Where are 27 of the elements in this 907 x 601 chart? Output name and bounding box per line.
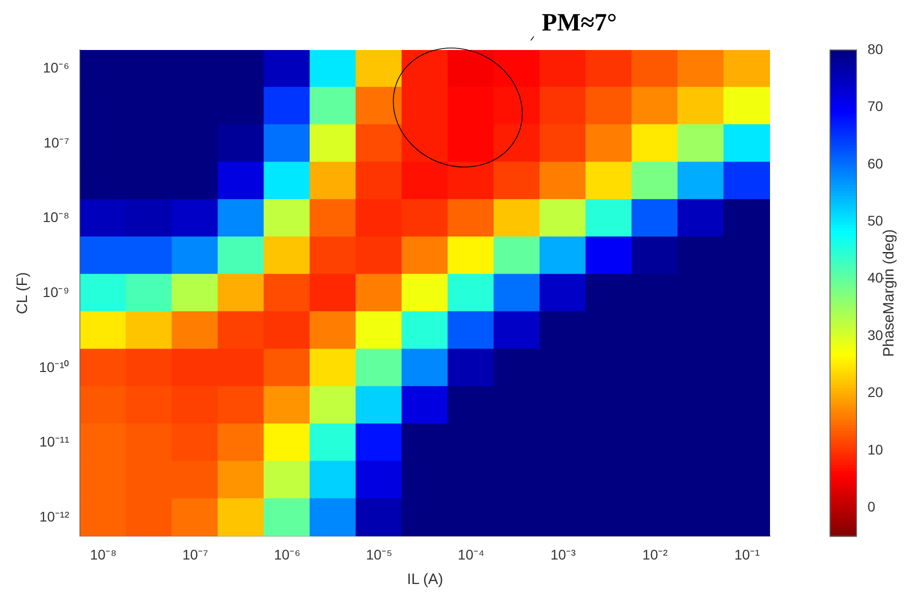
text: PM≈7° xyxy=(542,10,617,37)
color-bar-label: 70 xyxy=(868,98,884,114)
y-tick-label: 10⁻⁹ xyxy=(42,284,70,300)
color-bar-label: 20 xyxy=(868,384,884,400)
y-tick-label: 10⁻⁷ xyxy=(44,134,70,150)
color-bar-label: 30 xyxy=(868,326,884,343)
y-tick-label: 10⁻¹¹ xyxy=(39,434,70,450)
color-bar-label: 40 xyxy=(868,270,884,286)
color-bar-label: 60 xyxy=(868,155,884,172)
x-tick-label: 10⁻⁸ xyxy=(90,546,117,562)
x-tick-label: 10⁻¹ xyxy=(734,546,760,562)
color-bar-label: 50 xyxy=(868,212,884,228)
y-tick-label: 10⁻¹² xyxy=(39,508,70,524)
x-axis-title: IL (A) xyxy=(407,571,444,588)
y-tick-label: 10⁻¹⁰ xyxy=(39,358,70,375)
color-bar-label: 80 xyxy=(868,40,884,57)
x-tick-label: 10⁻⁴ xyxy=(458,546,484,562)
y-axis-title: CL (F) xyxy=(14,272,32,314)
x-tick-label: 10⁻⁷ xyxy=(182,546,208,562)
y-tick-label: 10⁻⁶ xyxy=(42,60,70,76)
x-tick-label: 10⁻⁶ xyxy=(274,546,300,562)
y-tick-label: 10⁻⁸ xyxy=(42,209,70,226)
x-tick-label: 10⁻⁵ xyxy=(366,546,392,562)
x-tick-label: 10⁻³ xyxy=(550,546,576,562)
color-bar-label: 10 xyxy=(868,441,884,458)
color-bar-label: 0 xyxy=(868,498,876,514)
x-tick-label: 10⁻² xyxy=(642,546,668,562)
